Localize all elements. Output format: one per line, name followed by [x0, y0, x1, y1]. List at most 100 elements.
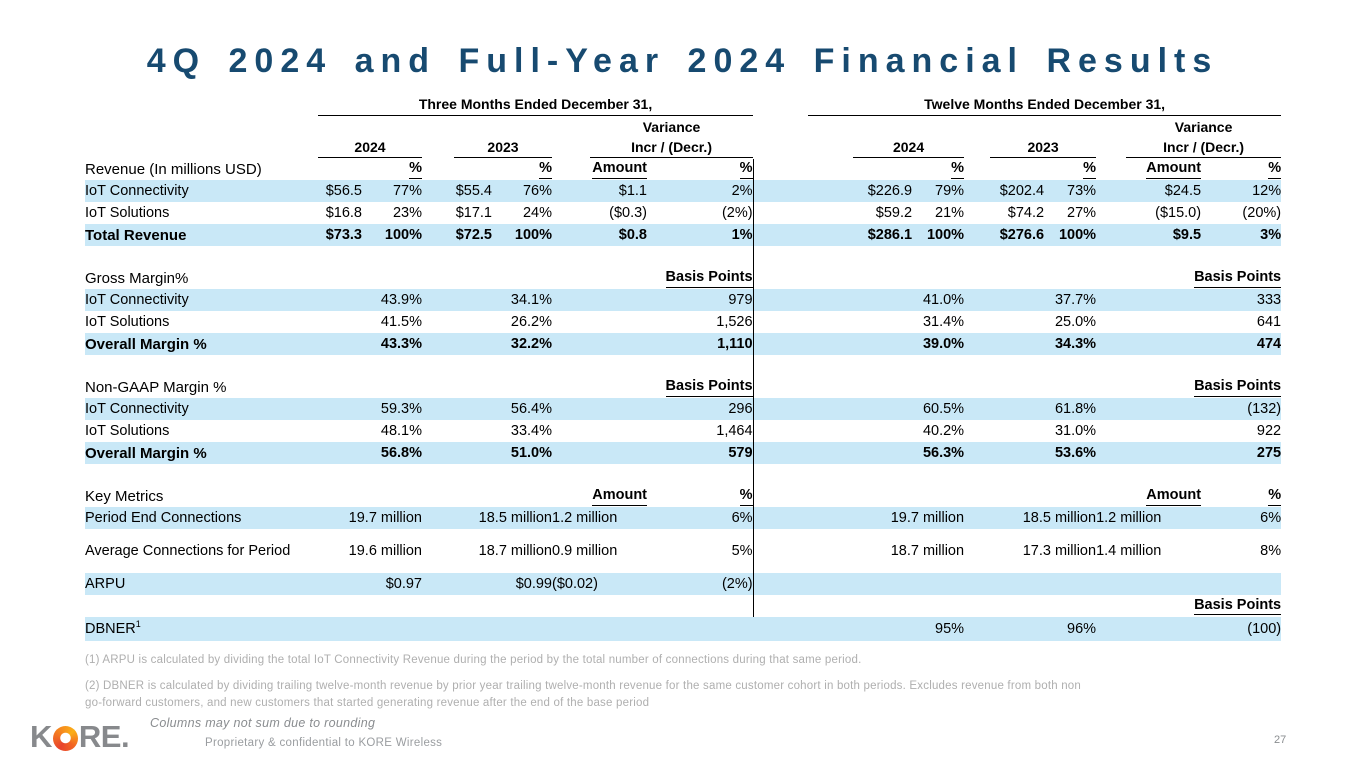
table-cell: 6% [647, 507, 754, 529]
empty-cell [753, 159, 912, 180]
table-cell: 8% [1260, 543, 1282, 559]
year-header: 2023 [964, 137, 1097, 159]
empty-cell [753, 595, 964, 617]
table-cell: 26.2% [510, 314, 552, 330]
table-cell: (100) [1096, 617, 1282, 641]
rounding-note: Columns may not sum due to rounding [150, 716, 376, 730]
table-cell: 53.6% [964, 442, 1097, 464]
row-label: Average Connections for Period [85, 543, 291, 559]
empty-cell [85, 355, 754, 377]
table-cell: 333 [1096, 289, 1282, 311]
empty-cell [964, 117, 1096, 137]
table-cell: $17.1 [455, 205, 492, 221]
basis-points-header: Basis Points [552, 268, 754, 289]
table-cell: (2%) [647, 573, 754, 595]
table-cell: 579 [552, 442, 754, 464]
table-cell: 23% [392, 205, 422, 221]
table-cell: 1,464 [552, 420, 754, 442]
table-cell: 96% [964, 617, 1097, 641]
table-cell: 56.3% [753, 442, 965, 464]
empty-cell [85, 464, 754, 486]
table-cell: 641 [1256, 314, 1282, 330]
incr-decr-header: Incr / (Decr.) [1096, 137, 1282, 159]
row-label: IoT Solutions [85, 205, 170, 221]
spacer-row [85, 246, 1281, 268]
table-cell: $1.1 [552, 180, 647, 202]
empty-cell [85, 529, 754, 540]
table-cell: 474 [1096, 333, 1282, 355]
table-cell: $16.8 [325, 205, 362, 221]
table-cell: 1.4 million [1096, 543, 1162, 559]
empty-cell [753, 562, 1281, 573]
table-cell: $286.1 [753, 224, 913, 246]
table-cell: 76% [492, 180, 552, 202]
footnote-2: (2) DBNER is calculated by dividing trai… [85, 680, 1081, 710]
empty-cell [964, 159, 1044, 180]
table-row-total: Total Revenue $73.3 100% $72.5 100% $0.8… [85, 224, 1282, 246]
table-cell: 296 [552, 398, 754, 420]
table-cell: $0.97 [318, 573, 422, 595]
basis-points-header: Basis Points [552, 377, 754, 398]
variance-header-row: Variance Variance [85, 117, 1281, 137]
table-cell: (132) [1096, 398, 1282, 420]
table-cell: 19.7 million [753, 507, 965, 529]
spacer-row [85, 464, 1281, 486]
row-label: Overall Margin % [85, 333, 318, 355]
empty-cell [422, 159, 492, 180]
table-cell: 32.2% [422, 333, 552, 355]
table-cell: $276.6 [964, 224, 1045, 246]
kore-logo-o-icon [52, 725, 78, 751]
table-row: IoT Solutions 48.1% 33.4% 1,464 40.2% 31… [85, 420, 1281, 442]
table-cell: $72.5 [422, 224, 492, 246]
section-label: Revenue (In millions USD) [85, 161, 262, 178]
period-header-left: Three Months Ended December 31, [318, 95, 754, 117]
section-label: Non-GAAP Margin % [85, 379, 227, 396]
empty-cell [964, 573, 1097, 595]
table-cell: 100% [492, 224, 552, 246]
empty-cell [422, 617, 552, 641]
basis-points-header: Basis Points [1096, 595, 1282, 617]
year-header-row: 2024 2023 Incr / (Decr.) 2024 2023 Incr … [85, 137, 1282, 159]
row-label: IoT Connectivity [85, 180, 318, 202]
table-row: Average Connections for Period 19.6 mill… [85, 540, 1281, 562]
amount-column-header: Amount [1096, 159, 1202, 180]
empty-cell [85, 137, 318, 159]
table-cell: 41.5% [380, 314, 422, 330]
spacer-row [85, 355, 1281, 377]
empty-cell [753, 529, 1281, 540]
table-cell: 24% [522, 205, 552, 221]
pct-column-header: % [1044, 159, 1097, 180]
table-cell: 59.3% [318, 398, 422, 420]
table-cell: 0.9 million [552, 543, 618, 559]
variance-label-left: Variance [642, 119, 701, 135]
confidential-note: Proprietary & confidential to KORE Wirel… [205, 737, 443, 749]
row-label: Overall Margin % [85, 442, 318, 464]
empty-cell [318, 117, 422, 137]
empty-cell [422, 117, 552, 137]
year-header: 2023 [422, 137, 552, 159]
empty-cell [753, 246, 1281, 268]
table-cell: 51.0% [422, 442, 552, 464]
empty-cell [753, 486, 964, 507]
table-cell: 18.7 million [478, 543, 552, 559]
kore-logo: K RE. [30, 719, 130, 755]
spacer-row [85, 562, 1281, 573]
kore-logo-re: RE. [78, 719, 130, 754]
kore-logo-k: K [30, 719, 52, 754]
year-header: 2024 [318, 137, 422, 159]
table-cell: 17.3 million [1022, 543, 1097, 559]
incr-decr-header: Incr / (Decr.) [552, 137, 754, 159]
table-cell: 61.8% [964, 398, 1097, 420]
table-cell: ($0.3) [609, 205, 647, 221]
table-cell: 41.0% [753, 289, 965, 311]
table-cell: 21% [935, 205, 965, 221]
empty-cell [1096, 573, 1202, 595]
table-row: ARPU $0.97 $0.99 ($0.02) (2%) [85, 573, 1282, 595]
empty-cell [85, 246, 754, 268]
pct-column-header: % [912, 159, 965, 180]
period-header-row: Three Months Ended December 31, Twelve M… [85, 95, 1282, 117]
table-cell: $24.5 [1096, 180, 1202, 202]
table-cell: 34.1% [422, 289, 552, 311]
table-cell: $59.2 [875, 205, 913, 221]
table-cell: 6% [1201, 507, 1282, 529]
